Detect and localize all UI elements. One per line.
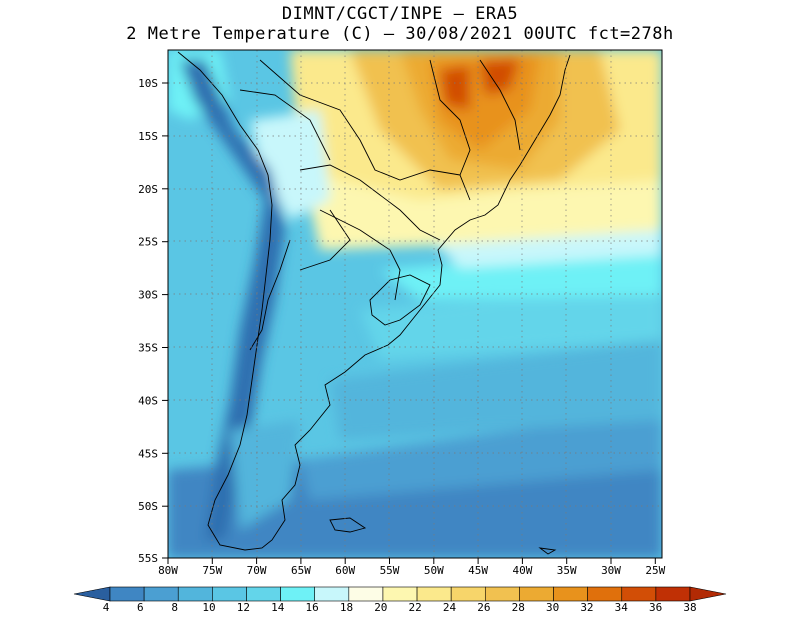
- colorbar-segment: [177, 586, 213, 602]
- colorbar-label: 24: [443, 601, 457, 614]
- lon-label: 30W: [601, 564, 621, 577]
- border-2: [319, 209, 401, 301]
- colorbar-label: 18: [340, 601, 353, 614]
- falklands-outline: [329, 517, 367, 533]
- graticule: [168, 50, 662, 558]
- colorbar-label: 16: [305, 601, 318, 614]
- colorbar-label: 8: [171, 601, 178, 614]
- colorbar-segment: [655, 586, 691, 602]
- uruguay-outline: [369, 274, 431, 326]
- lat-label: 25S: [138, 236, 158, 249]
- border-7: [299, 209, 351, 271]
- colorbar-label: 36: [649, 601, 662, 614]
- border-4: [239, 89, 331, 161]
- colorbar-segment: [621, 586, 657, 602]
- lat-label: 10S: [138, 77, 158, 90]
- band-36-a: [440, 65, 470, 110]
- lat-label: 40S: [138, 394, 158, 407]
- lat-label: 35S: [138, 342, 158, 355]
- title-line-2: 2 Metre Temperature (C) – 30/08/2021 00U…: [126, 24, 674, 44]
- title-line-1: DIMNT/CGCT/INPE – ERA5: [281, 4, 519, 24]
- colorbar-segment: [553, 586, 588, 602]
- colorbar-label: 10: [202, 601, 215, 614]
- andes-cold-strip: [180, 60, 285, 540]
- temperature-field: [168, 50, 662, 558]
- colorbar-label: 38: [683, 601, 696, 614]
- border-1: [299, 164, 441, 241]
- colorbar-segment: [587, 586, 623, 602]
- colorbar-right-arrow: [689, 586, 727, 602]
- band-10: [330, 340, 662, 440]
- colorbar-label: 26: [477, 601, 490, 614]
- lon-label: 50W: [424, 564, 444, 577]
- latitude-axis: 10S 15S 20S 25S 30S 35S 40S 45S 50S 55S: [138, 77, 168, 565]
- lon-label: 35W: [557, 564, 577, 577]
- colorbar-label: 22: [409, 601, 422, 614]
- lat-label: 30S: [138, 289, 158, 302]
- lon-label: 45W: [468, 564, 488, 577]
- colorbar-segment: [314, 586, 350, 602]
- lon-label: 40W: [512, 564, 532, 577]
- colorbar-segment: [280, 586, 316, 602]
- lon-label: 60W: [335, 564, 355, 577]
- colorbar-label: 30: [546, 601, 559, 614]
- lat-label: 20S: [138, 183, 158, 196]
- colorbar-segment: [519, 586, 554, 602]
- colorbar-label: 32: [580, 601, 593, 614]
- lon-label: 25W: [645, 564, 665, 577]
- lon-label: 65W: [291, 564, 311, 577]
- colorbar-label: 14: [271, 601, 285, 614]
- lon-label: 75W: [202, 564, 222, 577]
- lon-label: 80W: [158, 564, 178, 577]
- lon-label: 55W: [380, 564, 400, 577]
- colorbar-segment: [246, 586, 281, 602]
- map-frame: [167, 49, 663, 559]
- colorbar-label: 20: [374, 601, 387, 614]
- coastlines: [177, 51, 571, 555]
- colorbar-segment: [450, 586, 486, 602]
- colorbar-segment: [348, 586, 384, 602]
- south-america-coastline: [177, 51, 571, 551]
- lon-label: 70W: [247, 564, 267, 577]
- colorbar-segment: [143, 586, 179, 602]
- colorbar-segment: [382, 586, 418, 602]
- colorbar: 4 6 8 10 12 14 16 18 20 22 24 26 28 30 32 34 36 38: [73, 586, 727, 614]
- longitude-axis: 80W 75W 70W 65W 60W 55W 50W 45W 40W 35W 30W 25W: [158, 558, 666, 577]
- colorbar-label: 6: [137, 601, 144, 614]
- border-3: [259, 59, 461, 181]
- band-coast-18: [250, 110, 330, 220]
- band-8: [300, 410, 662, 500]
- colorbar-left-arrow: [73, 586, 111, 602]
- border-6: [479, 59, 521, 151]
- colorbar-label: 12: [237, 601, 250, 614]
- colorbar-label: 4: [103, 601, 110, 614]
- colorbar-segment: [109, 586, 145, 602]
- border-8: [249, 239, 291, 351]
- colorbar-segment: [416, 586, 452, 602]
- colorbar-segment: [212, 586, 247, 602]
- border-5: [429, 59, 471, 201]
- colorbar-label: 34: [615, 601, 629, 614]
- lat-label: 50S: [138, 500, 158, 513]
- lat-label: 15S: [138, 130, 158, 143]
- field-bands: [168, 50, 662, 558]
- band-36-b: [480, 58, 520, 95]
- south-georgia-outline: [538, 547, 557, 555]
- band-14: [360, 285, 662, 360]
- colorbar-segment: [484, 586, 520, 602]
- lat-label: 55S: [138, 552, 158, 565]
- colorbar-label: 28: [512, 601, 525, 614]
- lat-label: 45S: [138, 447, 158, 460]
